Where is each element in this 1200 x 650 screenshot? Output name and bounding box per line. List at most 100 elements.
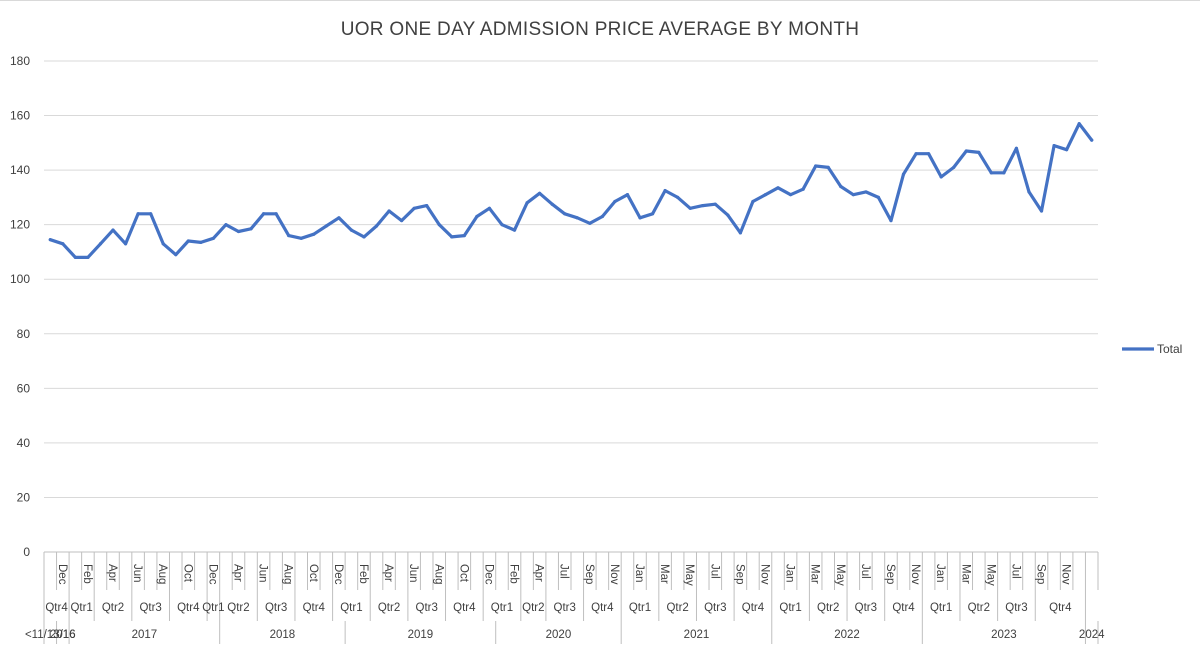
x-month-label: Jun: [131, 564, 143, 583]
x-quarter-label: Qtr3: [855, 602, 877, 614]
data-point: [864, 190, 868, 194]
x-quarter-label: Qtr2: [666, 602, 688, 614]
data-point: [538, 191, 542, 195]
data-point: [676, 195, 680, 199]
data-point: [927, 152, 931, 156]
data-point: [450, 235, 454, 239]
data-point: [86, 255, 90, 259]
data-point: [161, 242, 165, 246]
x-month-label: Apr: [231, 564, 243, 582]
x-month-label: Aug: [156, 564, 168, 584]
y-tick-label: 100: [10, 272, 30, 286]
data-point: [136, 212, 140, 216]
data-point: [48, 238, 52, 242]
x-month-label: Nov: [758, 564, 770, 585]
x-year-label: 2021: [684, 629, 710, 641]
data-point: [61, 242, 65, 246]
x-month-label: Jul: [558, 564, 570, 579]
x-month-label: May: [984, 564, 996, 586]
data-point: [638, 216, 642, 220]
data-point: [487, 206, 492, 210]
data-point: [575, 216, 579, 220]
data-point: [713, 202, 717, 206]
data-point: [186, 239, 190, 243]
data-point: [563, 212, 567, 216]
data-point: [1052, 143, 1056, 148]
data-point: [123, 242, 128, 246]
data-point: [814, 164, 818, 168]
x-month-label: Oct: [181, 564, 193, 583]
data-point: [337, 216, 341, 220]
x-quarter-label: Qtr3: [1005, 602, 1027, 614]
data-point: [738, 231, 742, 235]
data-point: [249, 227, 253, 231]
y-tick-label: 20: [17, 490, 31, 504]
x-month-label: Feb: [508, 564, 520, 584]
x-month-label: Mar: [658, 564, 670, 584]
data-point: [1090, 138, 1094, 142]
data-point: [989, 171, 993, 175]
x-quarter-label: Qtr1: [340, 602, 362, 614]
data-point: [952, 165, 956, 169]
data-point: [688, 206, 692, 210]
x-month-label: Dec: [206, 564, 218, 585]
data-point: [889, 218, 893, 223]
data-point: [977, 150, 981, 154]
data-point: [914, 152, 918, 156]
x-month-label: Jan: [784, 564, 796, 583]
data-point: [274, 212, 278, 216]
x-month-label: May: [834, 564, 846, 586]
data-point: [1077, 122, 1081, 126]
data-point: [663, 188, 667, 193]
x-quarter-label: Qtr4: [45, 602, 68, 614]
x-month-label: Dec: [56, 564, 68, 585]
x-year-label: 2018: [270, 629, 296, 641]
x-quarter-label: Qtr1: [491, 602, 513, 614]
x-month-label: Nov: [1060, 564, 1072, 585]
data-point: [763, 193, 768, 197]
x-month-label: Aug: [432, 564, 444, 584]
data-point: [149, 212, 153, 216]
data-point: [312, 232, 316, 236]
data-point: [726, 213, 730, 217]
data-point: [876, 195, 881, 199]
x-year-label: 2022: [834, 629, 860, 641]
data-point: [224, 223, 228, 227]
x-quarter-label: Qtr1: [930, 602, 952, 614]
data-point: [525, 201, 529, 205]
x-month-label: Jul: [1009, 564, 1021, 579]
x-month-label: Jan: [633, 564, 645, 583]
x-quarter-label: Qtr4: [742, 602, 765, 614]
x-month-label: Dec: [482, 564, 494, 585]
x-year-label: 2017: [132, 629, 158, 641]
x-month-label: Mar: [809, 564, 821, 584]
data-point: [650, 212, 655, 216]
data-point: [98, 242, 103, 246]
data-point: [437, 223, 441, 227]
data-point: [1039, 209, 1044, 213]
data-point: [801, 187, 805, 191]
x-quarter-label: Qtr2: [227, 602, 249, 614]
x-month-label: Aug: [282, 564, 294, 584]
x-month-label: Feb: [81, 564, 93, 584]
data-point: [1065, 148, 1069, 152]
x-quarter-label: Qtr1: [629, 602, 651, 614]
x-axis: Dec Feb Apr Jun Aug Oct Dec Apr Jun Aug Oct Dec Feb A…: [25, 552, 1105, 644]
data-point: [425, 203, 429, 208]
data-point: [349, 228, 354, 232]
data-point: [1027, 190, 1031, 194]
data-points: [48, 122, 1094, 259]
x-month-label: Feb: [357, 564, 369, 584]
data-point: [625, 193, 630, 197]
x-month-label: Jul: [859, 564, 871, 579]
x-quarter-label: Qtr4: [303, 602, 326, 614]
x-quarter-label: Qtr1: [70, 602, 92, 614]
data-point: [613, 199, 617, 204]
x-month-label: Oct: [307, 564, 319, 583]
x-quarter-label: Qtr2: [817, 602, 839, 614]
data-point: [462, 233, 466, 238]
x-month-label: Jun: [257, 564, 269, 583]
x-month-label: May: [683, 564, 695, 586]
x-month-label: Apr: [533, 564, 545, 582]
gridlines: [44, 60, 1098, 553]
